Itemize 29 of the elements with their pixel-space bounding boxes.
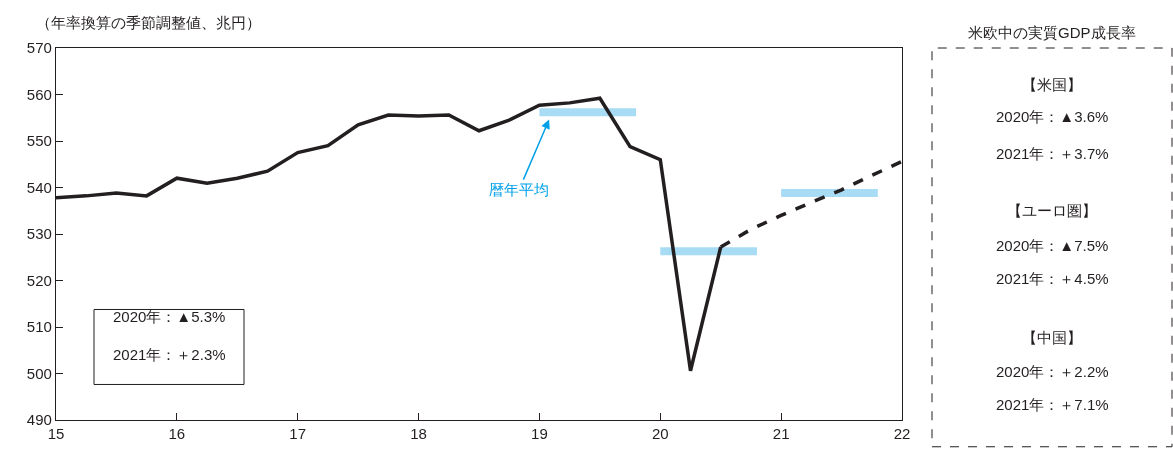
- text: 2021年：＋7.1%: [996, 396, 1109, 413]
- text: 【米国】: [1022, 76, 1082, 93]
- y-tick-label: 530: [26, 225, 52, 243]
- text: 2020年：＋2.2%: [996, 363, 1109, 380]
- text: 米欧中の実質GDP成長率: [968, 24, 1136, 41]
- y-tick-label: 520: [26, 271, 52, 289]
- y-axis-title: （年率換算の季節調整値、兆円）: [36, 14, 261, 31]
- y-tick-label: 560: [26, 85, 52, 103]
- x-tick-label: 18: [410, 425, 427, 443]
- x-tick-label: 20: [651, 425, 669, 443]
- text: 2020年：▲3.6%: [996, 108, 1109, 125]
- y-tick-label: 550: [26, 132, 52, 150]
- text: 2021年：＋4.5%: [996, 270, 1109, 287]
- y-tick-label: 510: [26, 318, 52, 336]
- text: 2021年：＋3.7%: [996, 145, 1109, 162]
- text: 【ユーロ圏】: [1007, 202, 1097, 219]
- text: 【中国】: [1022, 329, 1082, 346]
- y-tick-label: 500: [26, 364, 52, 382]
- x-tick-label: 17: [289, 425, 307, 443]
- text: 2020年：▲7.5%: [996, 237, 1109, 254]
- x-tick-label: 21: [772, 425, 790, 443]
- y-tick-label: 570: [26, 39, 52, 57]
- annotation: 2020年：▲5.3%: [113, 308, 226, 325]
- x-tick-label: 19: [531, 425, 548, 443]
- y-tick-label: 540: [26, 178, 52, 196]
- annotation: 2021年：＋2.3%: [113, 346, 226, 363]
- annotation: 暦年平均: [489, 181, 549, 198]
- x-tick-label: 16: [168, 425, 186, 443]
- x-tick-label: 22: [893, 425, 911, 443]
